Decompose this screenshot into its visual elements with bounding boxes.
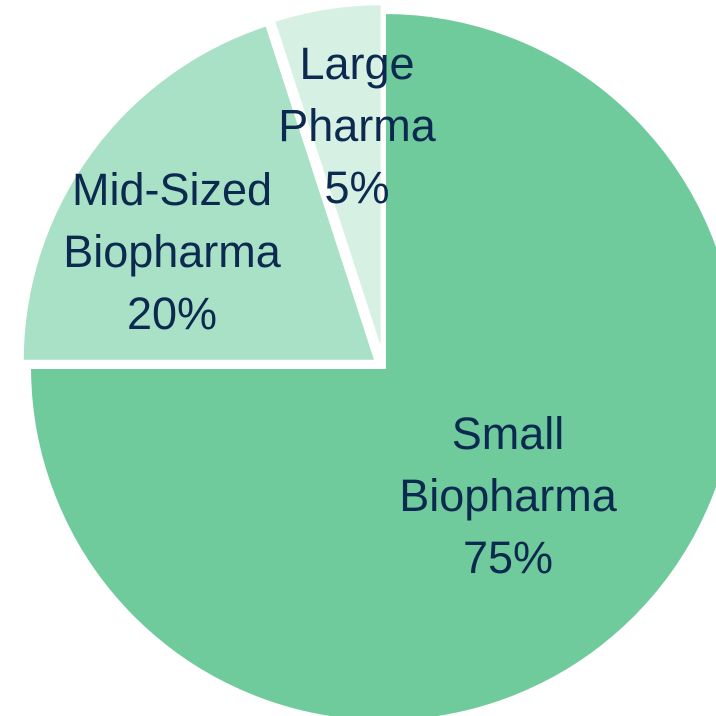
slice-value-label: 20%: [127, 288, 217, 339]
pie-slice: [19, 21, 380, 364]
pie-slice: [26, 9, 716, 716]
slice-label: Large Pharma: [278, 38, 437, 151]
slice-label: Mid-Sized Biopharma: [63, 164, 282, 277]
slice-label: Small Biopharma: [399, 408, 618, 521]
slice-value-label: 75%: [463, 532, 553, 583]
pie-slice: [270, 1, 385, 359]
slice-value-label: 5%: [324, 162, 389, 213]
